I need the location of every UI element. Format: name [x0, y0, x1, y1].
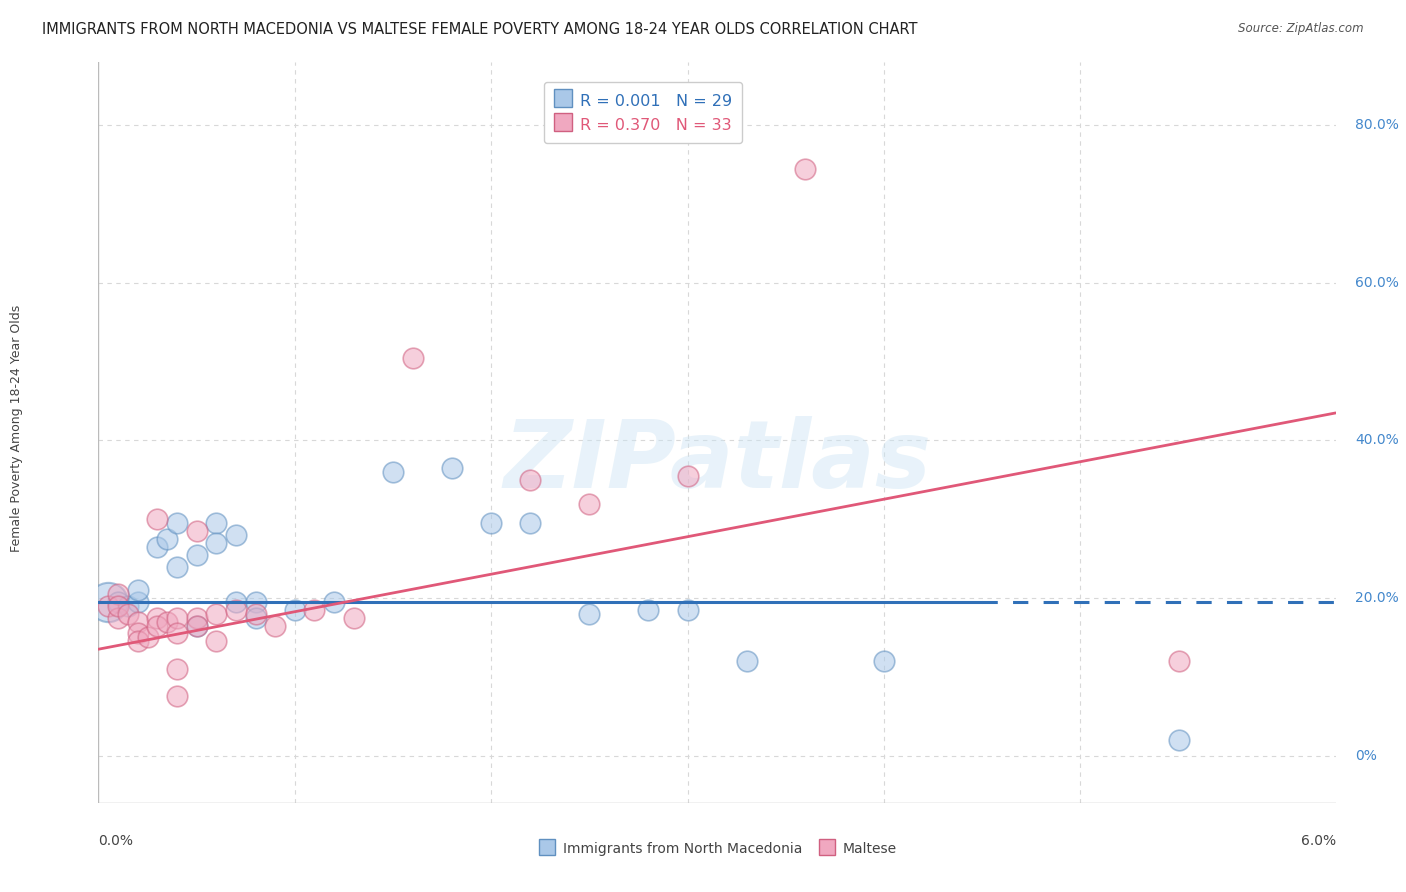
Point: [117, 599, 139, 613]
Point: [166, 626, 188, 640]
Point: [107, 587, 129, 601]
Point: [186, 611, 208, 625]
Point: [166, 611, 188, 625]
Point: [676, 603, 699, 617]
Point: [117, 607, 139, 621]
Point: [107, 595, 129, 609]
Text: Source: ZipAtlas.com: Source: ZipAtlas.com: [1239, 22, 1364, 36]
Text: Female Poverty Among 18-24 Year Olds: Female Poverty Among 18-24 Year Olds: [10, 304, 24, 552]
Point: [479, 516, 502, 531]
Text: 0%: 0%: [1355, 748, 1378, 763]
Point: [166, 690, 188, 704]
Point: [284, 603, 307, 617]
Point: [578, 496, 600, 510]
Text: 6.0%: 6.0%: [1301, 834, 1336, 848]
Point: [205, 607, 228, 621]
Point: [156, 615, 179, 629]
Point: [205, 516, 228, 531]
Point: [166, 559, 188, 574]
Text: 40.0%: 40.0%: [1355, 434, 1399, 448]
Point: [186, 524, 208, 538]
Point: [205, 536, 228, 550]
Point: [519, 516, 541, 531]
Point: [97, 595, 120, 609]
Point: [578, 607, 600, 621]
Point: [136, 631, 159, 645]
Point: [873, 654, 896, 668]
Point: [676, 469, 699, 483]
Point: [225, 595, 247, 609]
Text: IMMIGRANTS FROM NORTH MACEDONIA VS MALTESE FEMALE POVERTY AMONG 18-24 YEAR OLDS : IMMIGRANTS FROM NORTH MACEDONIA VS MALTE…: [42, 22, 918, 37]
Point: [323, 595, 346, 609]
Text: 60.0%: 60.0%: [1355, 276, 1399, 290]
Point: [1167, 654, 1189, 668]
Point: [127, 634, 149, 648]
Point: [225, 528, 247, 542]
Point: [1167, 732, 1189, 747]
Text: 20.0%: 20.0%: [1355, 591, 1399, 605]
Text: ZIPatlas: ZIPatlas: [503, 417, 931, 508]
Point: [97, 599, 120, 613]
Point: [107, 599, 129, 613]
Point: [166, 516, 188, 531]
Point: [794, 161, 817, 176]
Point: [146, 512, 169, 526]
Point: [637, 603, 659, 617]
Point: [382, 465, 405, 479]
Point: [127, 626, 149, 640]
Point: [186, 618, 208, 632]
Point: [127, 595, 149, 609]
Point: [156, 532, 179, 546]
Point: [304, 603, 326, 617]
Point: [343, 611, 366, 625]
Point: [146, 618, 169, 632]
Point: [166, 662, 188, 676]
Point: [519, 473, 541, 487]
Point: [245, 595, 267, 609]
Point: [245, 611, 267, 625]
Point: [146, 611, 169, 625]
Point: [107, 611, 129, 625]
Point: [186, 618, 208, 632]
Point: [245, 607, 267, 621]
Legend: Immigrants from North Macedonia, Maltese: Immigrants from North Macedonia, Maltese: [531, 834, 903, 863]
Text: 80.0%: 80.0%: [1355, 119, 1399, 132]
Point: [186, 548, 208, 562]
Point: [401, 351, 423, 365]
Point: [440, 461, 463, 475]
Point: [205, 634, 228, 648]
Point: [146, 540, 169, 554]
Point: [264, 618, 287, 632]
Point: [127, 615, 149, 629]
Point: [735, 654, 758, 668]
Text: 0.0%: 0.0%: [98, 834, 134, 848]
Point: [225, 603, 247, 617]
Point: [127, 583, 149, 598]
